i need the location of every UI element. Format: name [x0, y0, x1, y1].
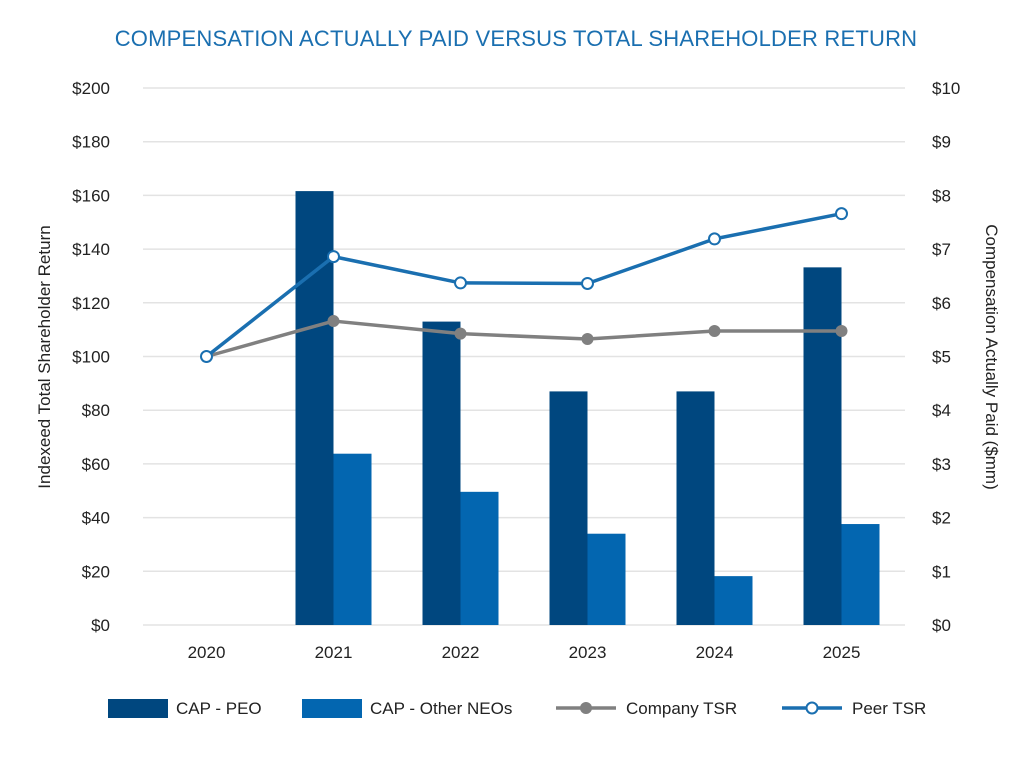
left-axis-label: Indexeed Total Shareholder Return: [35, 225, 54, 488]
right-axis-label: Compensation Actually Paid ($mm): [982, 224, 1001, 490]
grid-layer: [143, 88, 905, 625]
left-tick-label: $20: [82, 562, 110, 581]
left-tick-label: $120: [72, 294, 110, 313]
legend-swatch-cap-peo: [108, 699, 168, 718]
bar-cap-other-neos: [588, 534, 626, 625]
right-tick-label: $6: [932, 294, 951, 313]
legend-label-cap-other-neos: CAP - Other NEOs: [370, 699, 512, 718]
x-tick-label: 2021: [315, 643, 353, 662]
chart-title: COMPENSATION ACTUALLY PAID VERSUS TOTAL …: [115, 26, 918, 51]
legend-label-peer-tsr: Peer TSR: [852, 699, 926, 718]
point-peer-tsr: [455, 277, 466, 288]
left-tick-label: $180: [72, 133, 110, 152]
right-tick-label: $7: [932, 240, 951, 259]
bar-cap-other-neos: [461, 492, 499, 625]
right-tick-label: $0: [932, 616, 951, 635]
point-company-tsr: [582, 333, 594, 345]
right-tick-label: $9: [932, 133, 951, 152]
x-tick-label: 2020: [188, 643, 226, 662]
point-peer-tsr: [709, 233, 720, 244]
point-company-tsr: [455, 328, 467, 340]
bar-layer: [296, 191, 880, 625]
right-tick-label: $4: [932, 401, 951, 420]
x-axis-ticks: 2020 2021 2022 2023 2024 2025: [188, 643, 861, 662]
right-tick-label: $8: [932, 186, 951, 205]
bar-cap-other-neos: [334, 454, 372, 625]
point-peer-tsr: [836, 208, 847, 219]
right-tick-label: $3: [932, 455, 951, 474]
left-tick-label: $140: [72, 240, 110, 259]
legend-marker-company-tsr: [580, 702, 592, 714]
bar-cap-peo: [550, 391, 588, 625]
x-tick-label: 2023: [569, 643, 607, 662]
left-tick-label: $200: [72, 79, 110, 98]
right-tick-label: $1: [932, 562, 951, 581]
left-axis-ticks: $0 $20 $40 $60 $80 $100 $120 $140 $160 $180 $200: [72, 79, 110, 635]
right-tick-label: $2: [932, 509, 951, 528]
chart-root: COMPENSATION ACTUALLY PAID VERSUS TOTAL …: [0, 0, 1036, 760]
point-peer-tsr: [201, 351, 212, 362]
bar-cap-peo: [423, 322, 461, 625]
left-tick-label: $80: [82, 401, 110, 420]
left-tick-label: $40: [82, 509, 110, 528]
point-peer-tsr: [328, 251, 339, 262]
right-tick-label: $10: [932, 79, 960, 98]
point-peer-tsr: [582, 278, 593, 289]
bar-cap-other-neos: [715, 576, 753, 625]
chart-svg: COMPENSATION ACTUALLY PAID VERSUS TOTAL …: [0, 0, 1036, 760]
legend-marker-peer-tsr: [807, 703, 818, 714]
point-company-tsr: [709, 325, 721, 337]
right-tick-label: $5: [932, 348, 951, 367]
bar-cap-peo: [804, 267, 842, 625]
bar-cap-other-neos: [842, 524, 880, 625]
legend-swatch-cap-other-neos: [302, 699, 362, 718]
left-tick-label: $160: [72, 186, 110, 205]
point-company-tsr: [836, 325, 848, 337]
x-tick-label: 2024: [696, 643, 734, 662]
left-tick-label: $100: [72, 348, 110, 367]
left-tick-label: $0: [91, 616, 110, 635]
left-tick-label: $60: [82, 455, 110, 474]
legend: CAP - PEO CAP - Other NEOs Company TSR Peer…: [108, 699, 926, 718]
x-tick-label: 2025: [823, 643, 861, 662]
point-company-tsr: [328, 315, 340, 327]
legend-label-cap-peo: CAP - PEO: [176, 699, 262, 718]
bar-cap-peo: [677, 391, 715, 625]
right-axis-ticks: $0 $1 $2 $3 $4 $5 $6 $7 $8 $9 $10: [932, 79, 960, 635]
legend-label-company-tsr: Company TSR: [626, 699, 737, 718]
x-tick-label: 2022: [442, 643, 480, 662]
